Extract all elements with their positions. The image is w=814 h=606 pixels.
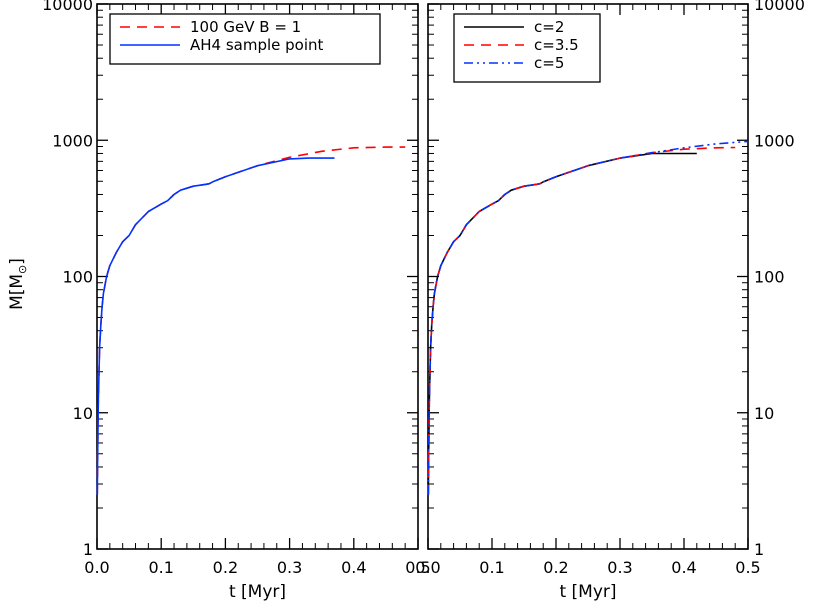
right-x-tick-label: 0.4: [671, 558, 696, 577]
left-x-tick-label: 0.4: [341, 558, 366, 577]
right-plot-frame: [427, 3, 749, 550]
right-series-line-3: [427, 140, 749, 495]
right-x-tick-label: 0.2: [543, 558, 568, 577]
left-y-tick-label: 10000: [42, 0, 93, 14]
left-x-tick-label: 0.0: [84, 558, 109, 577]
left-y-tick-label: 100: [62, 268, 93, 287]
left-x-tick-label: 0.5: [405, 558, 430, 577]
left-panel: 1 10 100 1000 10000 0.0 0.1 0.2 0.3 0.4 0.5 t [Myr]…: [42, 0, 431, 602]
right-legend-box: [453, 13, 601, 83]
left-y-tick-label: 1000: [52, 131, 93, 150]
right-legend-label-3: c=5: [534, 54, 564, 72]
right-series-line-1: [427, 152, 697, 495]
y-axis-title: M[M⊙]: [7, 258, 29, 310]
left-x-tick-label: 0.2: [213, 558, 238, 577]
right-panel: 1 10 100 1000 10000 0.0 0.1 0.2 0.3 0.4 0.5 t [Myr]…: [415, 0, 805, 602]
y-axis-title-main: M[M: [7, 274, 27, 310]
right-x-tick-label: 0.1: [479, 558, 504, 577]
left-legend-label-2: AH4 sample point: [190, 36, 324, 54]
left-series-line-1: [96, 146, 406, 495]
left-series-line-2: [96, 157, 335, 495]
right-x-tick-label: 0.3: [607, 558, 632, 577]
y-axis-title-close: ]: [7, 258, 27, 265]
left-legend-label-1: 100 GeV B = 1: [190, 18, 301, 36]
left-legend-box: [109, 13, 381, 65]
left-x-tick-label: 0.3: [277, 558, 302, 577]
right-y-tick-label: 10: [754, 404, 774, 423]
right-legend-label-1: c=2: [534, 18, 564, 36]
right-series-line-2: [427, 146, 736, 495]
right-y-tick-label: 100: [754, 268, 785, 287]
right-x-axis-title: t [Myr]: [559, 582, 616, 602]
left-plot-frame: [96, 3, 419, 550]
left-y-tick-label: 1: [83, 540, 93, 559]
y-axis-title-sun-symbol: ⊙: [16, 265, 29, 274]
right-y-tick-label: 1: [754, 540, 764, 559]
right-y-tick-label: 10000: [754, 0, 805, 14]
right-y-tick-label: 1000: [754, 131, 795, 150]
left-x-axis-title: t [Myr]: [229, 582, 286, 602]
right-x-tick-label: 0.0: [415, 558, 440, 577]
right-legend-label-2: c=3.5: [534, 36, 579, 54]
left-x-tick-label: 0.1: [148, 558, 173, 577]
right-x-tick-label: 0.5: [735, 558, 760, 577]
left-y-tick-label: 10: [73, 404, 93, 423]
